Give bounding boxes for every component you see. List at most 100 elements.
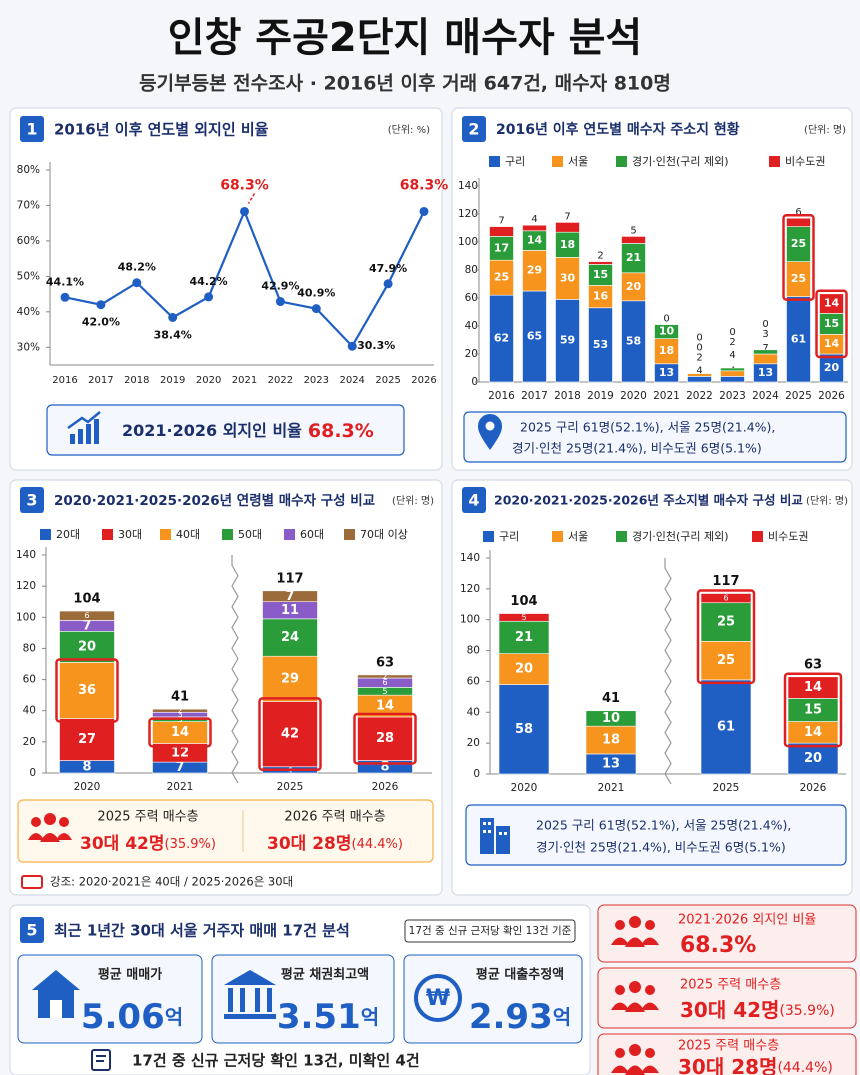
callout-label: 2021·2026 외지인 비율 <box>122 421 302 440</box>
segment-label: 0 <box>729 327 735 338</box>
point <box>275 297 285 307</box>
legend-label: 40대 <box>176 528 200 541</box>
value-label: 47.9% <box>369 262 407 275</box>
bar-segment <box>357 674 413 679</box>
people-icon <box>28 813 72 842</box>
bar-segment <box>498 653 550 685</box>
segment-label: 58 <box>515 722 533 737</box>
segment-label: 18 <box>659 344 674 357</box>
segment-label: 10 <box>659 325 675 338</box>
segment-label: 61 <box>717 719 735 734</box>
badge <box>462 487 486 513</box>
total-label: 63 <box>804 657 822 672</box>
total-label: 63 <box>376 655 394 670</box>
summary-card <box>597 1033 857 1075</box>
x-tick-label: 2026 <box>411 375 436 386</box>
segment-label: 62 <box>494 332 509 345</box>
legend-swatch <box>483 531 494 542</box>
callout-line: 2025 구리 61명(52.1%), 서울 25명(21.4%), <box>536 818 791 833</box>
y-tick-label: 20 <box>23 736 36 748</box>
callout-line: 경기·인천 25명(21.4%), 비수도권 6명(5.1%) <box>512 441 762 456</box>
bar-segment <box>59 718 115 761</box>
axis-break <box>664 558 672 785</box>
bar-segment <box>498 620 550 654</box>
pin-icon <box>478 414 502 450</box>
segment-label: 11 <box>281 603 299 618</box>
emphasis-box <box>782 213 815 301</box>
segment-label: 21 <box>515 630 533 645</box>
x-tick-label: 2019 <box>160 375 185 386</box>
y-tick-label: 140 <box>460 552 480 564</box>
panel-title: 2020·2021·2025·2026년 주소지별 매수자 구성 비교 <box>494 493 803 508</box>
segment-label: 25 <box>494 271 509 284</box>
y-tick-label: 20 <box>467 737 480 749</box>
x-tick-label: 2022 <box>268 375 293 386</box>
value-label: 68.3% <box>400 177 449 193</box>
segment-label: 2 <box>177 706 182 715</box>
segment-label: 7 <box>762 343 768 354</box>
x-tick-label: 2016 <box>52 375 77 386</box>
bar-segment <box>588 261 613 265</box>
callout-line: 경기·인천 25명(21.4%), 비수도권 6명(5.1%) <box>536 840 786 855</box>
segment-label: 4 <box>531 214 537 225</box>
segment-label: 16 <box>593 290 609 303</box>
legend-label: 서울 <box>568 155 588 168</box>
segment-label: 5 <box>521 613 526 622</box>
emphasis-box <box>55 658 119 723</box>
total-label: 104 <box>73 592 100 607</box>
value-label: 40.9% <box>297 287 335 300</box>
bar-segment <box>489 259 514 296</box>
badge-number: 3 <box>26 491 37 510</box>
segment-label: 7 <box>285 589 294 604</box>
page-title: 인창 주공2단지 매수자 분석 <box>168 15 642 61</box>
segment-label: 6 <box>723 594 728 603</box>
bar-segment <box>585 710 637 727</box>
bar-segment <box>357 716 413 761</box>
unit: (단위: 명) <box>392 494 434 507</box>
segment-label: 25 <box>791 272 806 285</box>
x-tick-label: 2026 <box>372 781 399 793</box>
unit: (단위: 명) <box>806 494 848 507</box>
note-box <box>404 919 576 943</box>
stat-unit: 억 <box>553 1005 571 1029</box>
x-tick-label: 2023 <box>304 375 329 386</box>
summary-label: 2025 주력 매수층 <box>680 978 781 993</box>
won-icon: ₩ <box>414 974 462 1022</box>
point <box>204 292 214 302</box>
segment-label: 29 <box>281 671 299 686</box>
segment-label: 13 <box>602 756 620 771</box>
x-tick-label: 2020 <box>74 781 101 793</box>
x-tick-label: 2018 <box>554 390 581 402</box>
x-tick-label: 2024 <box>752 390 779 402</box>
legend-label: 60대 <box>300 528 324 541</box>
segment-label: 29 <box>527 264 542 277</box>
bar-segment <box>786 296 811 383</box>
point <box>347 341 357 351</box>
y-tick-label: 0 <box>471 376 478 388</box>
total-label: 104 <box>510 594 537 609</box>
x-tick-label: 2021 <box>167 781 194 793</box>
bar-segment <box>152 708 208 713</box>
leader-line <box>247 193 256 204</box>
section-note: 17건 중 신규 근저당 확인 13건 기준 <box>409 924 572 937</box>
segment-label: 6 <box>382 678 387 687</box>
y-tick-label: 140 <box>16 549 36 561</box>
bar-segment <box>687 373 712 377</box>
value-label: 42.0% <box>82 316 120 329</box>
segment-label: 14 <box>171 725 189 740</box>
legend-swatch <box>552 531 563 542</box>
total-label: 117 <box>276 571 303 586</box>
segment-label: 25 <box>791 237 806 250</box>
bar-segment <box>59 610 115 621</box>
bar-segment <box>621 243 646 274</box>
bar-segment <box>720 376 745 383</box>
y-tick-label: 0 <box>29 767 36 779</box>
x-tick-label: 2017 <box>521 390 548 402</box>
y-tick-label: 120 <box>460 583 480 595</box>
segment-label: 59 <box>560 334 575 347</box>
point <box>383 279 393 289</box>
x-tick-label: 2016 <box>488 390 515 402</box>
summary-number: 30대 28명 <box>678 1055 777 1075</box>
point <box>96 300 106 310</box>
y-tick-label: 40% <box>17 306 40 318</box>
